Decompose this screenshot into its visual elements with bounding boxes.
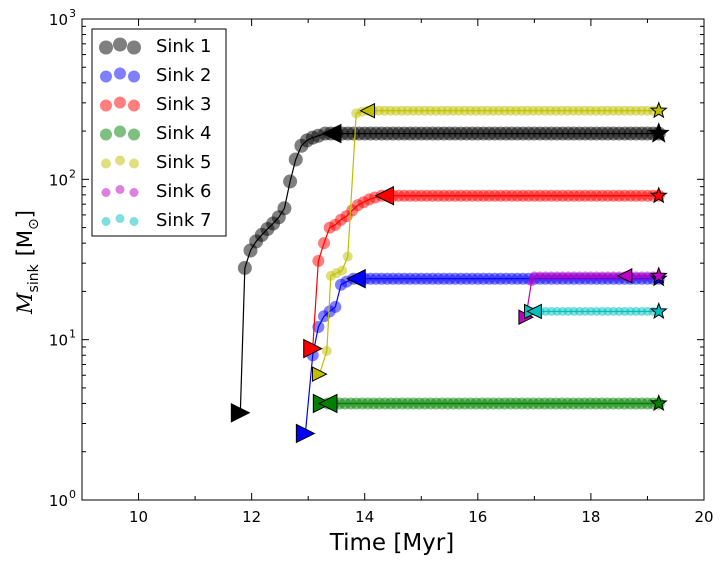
legend-marker-sink-5 bbox=[115, 155, 125, 166]
legend-label-sink-2: Sink 2 bbox=[156, 65, 211, 86]
sink-1-point bbox=[277, 201, 292, 216]
sink-3-start-marker bbox=[303, 338, 323, 359]
y-tick-label: 10 bbox=[49, 171, 68, 189]
x-tick-label: 16 bbox=[468, 508, 487, 526]
sink-7-final-star bbox=[649, 302, 668, 320]
legend-marker-sink-6 bbox=[129, 188, 139, 197]
legend-marker-sink-5 bbox=[101, 158, 111, 169]
legend-marker-sink-4 bbox=[114, 125, 126, 138]
svg-text:Msink[M⊙]: Msink [M⊙] bbox=[13, 210, 42, 315]
x-tick-label: 10 bbox=[129, 508, 148, 526]
sink-7-end-marker bbox=[526, 303, 542, 320]
sink-2-point bbox=[329, 300, 342, 313]
legend-marker-sink-6 bbox=[115, 185, 125, 194]
legend-marker-sink-1 bbox=[113, 37, 127, 52]
y-label-units-open: [M bbox=[13, 230, 37, 256]
chart-marks bbox=[230, 101, 670, 444]
sink-5-point bbox=[321, 345, 332, 356]
plot-frame bbox=[81, 18, 705, 501]
legend-marker-sink-2 bbox=[100, 70, 112, 83]
legend-marker-sink-3 bbox=[100, 99, 112, 112]
legend-marker-sink-3 bbox=[114, 96, 126, 109]
x-tick-label: 12 bbox=[242, 508, 261, 526]
sink-1-end-marker bbox=[321, 123, 342, 144]
x-tick-label: 18 bbox=[581, 508, 600, 526]
sink-5-end-marker bbox=[359, 102, 376, 119]
legend-label-sink-7: Sink 7 bbox=[156, 210, 211, 231]
sink-2-point bbox=[312, 320, 325, 333]
sink-4-end-marker bbox=[317, 393, 338, 414]
x-tick-label: 20 bbox=[694, 508, 713, 526]
legend-marker-sink-4 bbox=[128, 128, 140, 141]
x-tick-label: 14 bbox=[355, 508, 374, 526]
sink-6-series bbox=[525, 271, 664, 318]
y-axis-label: Msink [M⊙] bbox=[13, 210, 42, 315]
y-label-subscript: sink bbox=[26, 263, 42, 292]
legend-marker-sink-1 bbox=[99, 40, 113, 55]
sink-3-end-marker bbox=[374, 185, 395, 206]
y-tick-label: 10 bbox=[49, 11, 68, 29]
sink-1-start-marker bbox=[230, 402, 251, 423]
legend-marker-sink-7 bbox=[115, 214, 125, 223]
sink-2-end-marker bbox=[346, 268, 366, 289]
y-tick-exponent: 1 bbox=[69, 328, 76, 341]
sink-1-point bbox=[288, 152, 303, 167]
sink-5-point bbox=[337, 265, 348, 276]
sink-3-final-star bbox=[649, 186, 668, 204]
x-axis-label: Time [Myr] bbox=[329, 530, 454, 556]
legend-marker-sink-5 bbox=[129, 158, 139, 169]
legend: Sink 1 Sink 2 Sink 3 Sink 4 Sink 5 Sink 6 Sink… bbox=[91, 28, 227, 237]
y-tick-exponent: 2 bbox=[69, 167, 76, 180]
legend-label-sink-4: Sink 4 bbox=[156, 123, 211, 144]
y-label-units-sun: ⊙ bbox=[26, 218, 42, 230]
legend-label-sink-5: Sink 5 bbox=[156, 152, 211, 173]
sink-5-final-star bbox=[649, 101, 668, 119]
legend-marker-sink-4 bbox=[100, 128, 112, 141]
legend-marker-sink-2 bbox=[114, 67, 126, 80]
sink-1-final-star bbox=[647, 122, 670, 143]
y-label-units-close: ] bbox=[13, 210, 37, 218]
y-tick-exponent: 3 bbox=[69, 7, 76, 20]
legend-marker-sink-7 bbox=[101, 217, 111, 226]
sink-2-start-marker bbox=[295, 423, 316, 444]
legend-marker-sink-7 bbox=[129, 217, 139, 226]
sink-6-final-star bbox=[649, 266, 668, 284]
sink-5-start-marker bbox=[311, 366, 328, 382]
sink-1-point bbox=[237, 260, 252, 275]
sink-3-point bbox=[318, 237, 331, 250]
y-label-symbol: M bbox=[13, 292, 37, 315]
y-tick-exponent: 0 bbox=[69, 488, 76, 501]
sink-4-final-star bbox=[649, 394, 668, 412]
sink-7-series bbox=[529, 306, 664, 316]
legend-marker-sink-1 bbox=[127, 40, 141, 55]
legend-marker-sink-3 bbox=[128, 99, 140, 112]
legend-label-sink-1: Sink 1 bbox=[156, 36, 211, 57]
legend-label-sink-6: Sink 6 bbox=[156, 181, 211, 202]
legend-marker-sink-6 bbox=[101, 188, 111, 197]
y-tick-label: 10 bbox=[49, 332, 68, 350]
sink-4-series bbox=[321, 397, 665, 410]
sink-5-point bbox=[342, 251, 353, 262]
legend-label-sink-3: Sink 3 bbox=[156, 94, 211, 115]
sink-1-point bbox=[283, 174, 298, 189]
sink-6-end-marker bbox=[616, 268, 633, 284]
legend-marker-sink-2 bbox=[128, 70, 140, 83]
sink-3-point bbox=[312, 254, 325, 267]
y-tick-label: 10 bbox=[49, 492, 68, 510]
